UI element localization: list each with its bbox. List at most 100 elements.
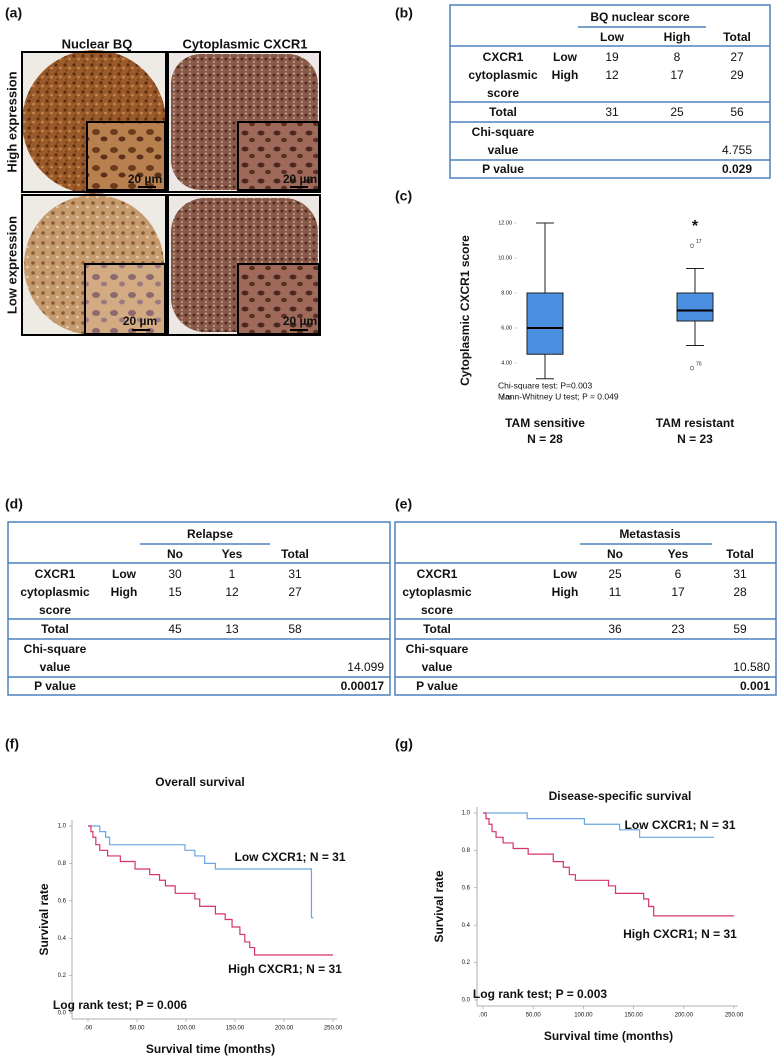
annotation: Mann-Whitney U test; P = 0.049	[498, 391, 619, 401]
row-label: Low	[553, 567, 578, 581]
scale-bar-label: 20 µm	[128, 172, 162, 186]
table-cell: 25	[670, 105, 684, 119]
panel-label: (f)	[5, 736, 19, 752]
row-title: CXCR1	[417, 567, 458, 581]
table-cell: 19	[605, 50, 619, 64]
x-tick-label: 100.00	[177, 1026, 196, 1032]
row-label: Chi-square	[406, 642, 469, 656]
x-axis-label: Survival time (months)	[544, 1029, 673, 1043]
row-label: Chi-square	[472, 125, 535, 139]
group-header: Metastasis	[619, 527, 681, 541]
scale-bar-label: 20 µm	[283, 314, 317, 328]
panel-a: (a) Nuclear BQ Cytoplasmic CXCR1 High ex…	[4, 5, 321, 336]
table-cell: 11	[609, 585, 622, 599]
x-tick-label: 250.00	[324, 1026, 343, 1032]
table-cell: 17	[670, 68, 684, 82]
micrograph: 20 µm	[167, 194, 321, 336]
row-header: High expression	[4, 71, 19, 172]
y-tick-label: 8.00	[501, 290, 512, 296]
row-label: Total	[489, 105, 517, 119]
table-cell: 12	[605, 68, 619, 82]
table-cell: 12	[225, 585, 239, 599]
row-label: value	[488, 143, 519, 157]
x-tick-label: 200.00	[275, 1026, 294, 1032]
series-label: High CXCR1; N = 31	[623, 927, 737, 941]
y-axis-label: Survival rate	[432, 870, 446, 942]
column-header: Total	[723, 30, 751, 44]
panel-label: (b)	[395, 5, 413, 21]
row-label: Total	[423, 622, 451, 636]
row-label: value	[422, 660, 453, 674]
row-label: High	[552, 68, 579, 82]
column-header: Cytoplasmic CXCR1	[183, 36, 308, 51]
chart-title: Overall survival	[155, 775, 244, 789]
column-header: High	[664, 30, 691, 44]
row-label: value	[40, 660, 71, 674]
column-header: Total	[726, 547, 754, 561]
survival-curve	[88, 825, 333, 956]
row-label: Chi-square	[24, 642, 87, 656]
panel-label: (e)	[395, 496, 412, 512]
y-tick-label: 0.0	[58, 1011, 67, 1017]
panel-label: (g)	[395, 736, 413, 752]
table-cell: 45	[168, 622, 182, 636]
y-tick-label: 1.0	[58, 824, 67, 830]
outlier	[689, 243, 695, 248]
x-tick-label: .00	[479, 1013, 488, 1019]
x-tick-label: 200.00	[675, 1013, 694, 1019]
table-cell: 27	[730, 50, 744, 64]
row-label: P value	[416, 679, 458, 693]
x-tick-label: 150.00	[624, 1013, 643, 1019]
column-header: Yes	[668, 547, 689, 561]
y-axis-label: Survival rate	[37, 883, 51, 955]
column-header: Nuclear BQ	[62, 36, 133, 51]
row-label: Low	[112, 567, 137, 581]
panel-label: (a)	[5, 5, 22, 21]
table-cell: 10.580	[733, 660, 770, 674]
scale-bar-label: 20 µm	[123, 314, 157, 328]
y-tick-label: 0.6	[462, 885, 471, 891]
table-cell: 8	[674, 50, 681, 64]
table-cell: 25	[608, 567, 622, 581]
category-note: N = 28	[527, 432, 563, 446]
group-header: BQ nuclear score	[590, 10, 690, 24]
series-label: Low CXCR1; N = 31	[234, 850, 345, 864]
y-tick-label: 0.6	[58, 898, 67, 904]
y-tick-label: 12.00	[498, 220, 512, 226]
y-tick-label: 2.00	[501, 395, 512, 401]
column-header: Low	[600, 30, 625, 44]
annotation: Chi-square test: P=0.003	[498, 380, 593, 390]
outlier-label: 70	[696, 362, 702, 368]
table-cell: 36	[608, 622, 622, 636]
x-tick-label: TAM resistant	[656, 416, 734, 430]
x-axis-label: Survival time (months)	[146, 1042, 275, 1056]
row-label: P value	[34, 679, 76, 693]
table-cell: 0.00017	[341, 679, 385, 693]
group-header: Relapse	[187, 527, 233, 541]
y-tick-label: 1.0	[462, 811, 471, 817]
x-tick-label: .00	[84, 1026, 93, 1032]
x-tick-label: 50.00	[526, 1013, 542, 1019]
box	[526, 292, 564, 355]
row-title: cytoplasmic	[468, 68, 538, 82]
row-label: Total	[41, 622, 69, 636]
y-tick-label: 10.00	[498, 255, 512, 261]
series-label: High CXCR1; N = 31	[228, 962, 342, 976]
micrograph: 20 µm	[21, 194, 167, 336]
table-border	[394, 521, 777, 696]
row-header: Low expression	[4, 216, 19, 314]
table-cell: 1	[229, 567, 236, 581]
row-title: score	[421, 603, 453, 617]
y-tick-label: 0.8	[58, 861, 67, 867]
column-header: Total	[281, 547, 309, 561]
table-cell: 13	[225, 622, 239, 636]
series-label: Low CXCR1; N = 31	[624, 818, 735, 832]
table-cell: 28	[733, 585, 747, 599]
table-cell: 0.029	[722, 162, 752, 176]
y-tick-label: 0.0	[462, 998, 471, 1004]
table-cell: 23	[671, 622, 685, 636]
annotation: Log rank test; P = 0.003	[473, 987, 607, 1001]
y-tick-label: 0.4	[462, 923, 471, 929]
significance-marker: *	[692, 218, 699, 235]
